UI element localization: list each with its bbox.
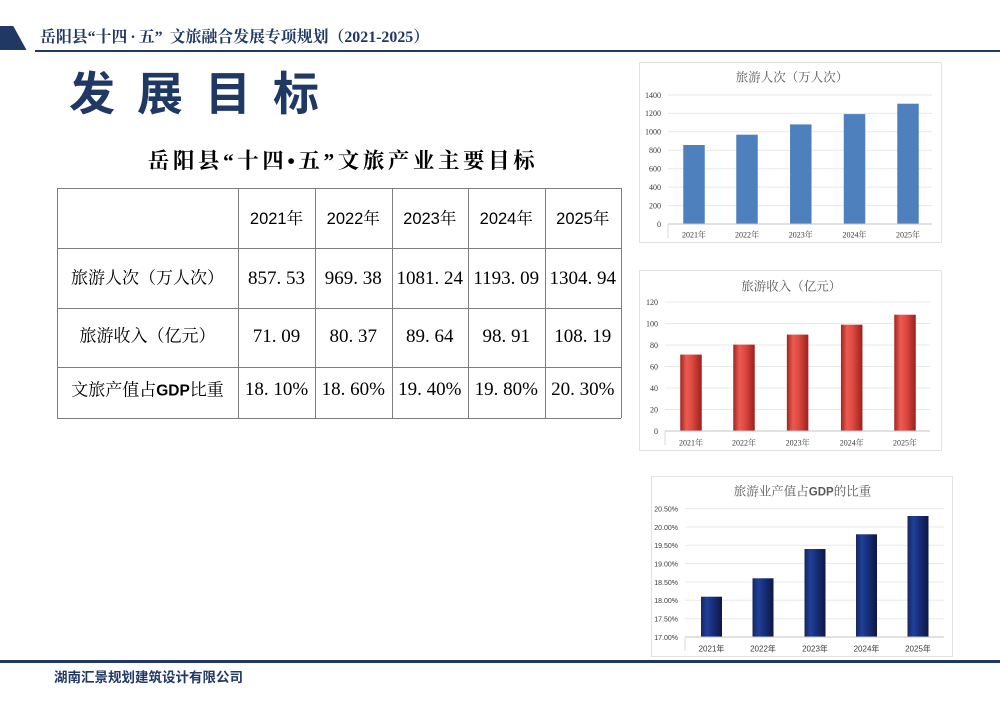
svg-text:18.50%: 18.50% [654,580,678,587]
svg-text:1000: 1000 [645,128,661,137]
svg-text:20.50%: 20.50% [654,506,678,513]
svg-text:2025年: 2025年 [896,230,920,240]
svg-text:18.00%: 18.00% [654,598,678,605]
svg-text:0: 0 [654,427,658,436]
svg-text:100: 100 [646,319,658,328]
svg-text:60: 60 [650,362,658,371]
svg-text:17.50%: 17.50% [654,617,678,624]
svg-text:1400: 1400 [645,91,661,100]
svg-text:400: 400 [649,183,661,192]
svg-text:19.00%: 19.00% [654,561,678,568]
svg-text:2024年: 2024年 [843,230,867,240]
svg-text:120: 120 [646,298,658,307]
svg-text:2021年: 2021年 [699,644,725,654]
svg-text:2022年: 2022年 [735,230,759,240]
svg-text:2022年: 2022年 [750,644,776,654]
svg-text:17.00%: 17.00% [654,635,678,642]
svg-text:2024年: 2024年 [840,438,864,448]
svg-text:20.00%: 20.00% [654,525,678,532]
svg-text:2022年: 2022年 [732,438,756,448]
svg-text:0: 0 [657,220,661,229]
svg-text:2025年: 2025年 [905,644,931,654]
svg-text:2021年: 2021年 [682,230,706,240]
svg-text:旅游人次（万人次）: 旅游人次（万人次） [736,70,849,85]
svg-text:200: 200 [649,201,661,210]
svg-text:2024年: 2024年 [854,644,880,654]
svg-text:2023年: 2023年 [802,644,828,654]
svg-text:2021年: 2021年 [679,438,703,448]
svg-text:20: 20 [650,405,658,414]
svg-text:2025年: 2025年 [893,438,917,448]
svg-text:1200: 1200 [645,109,661,118]
svg-text:800: 800 [649,146,661,155]
svg-text:600: 600 [649,165,661,174]
svg-text:2023年: 2023年 [786,438,810,448]
svg-text:80: 80 [650,341,658,350]
svg-text:2023年: 2023年 [789,230,813,240]
svg-text:19.50%: 19.50% [654,543,678,550]
svg-text:40: 40 [650,384,658,393]
svg-text:旅游收入（亿元）: 旅游收入（亿元） [741,279,841,294]
svg-text:旅游业产值占GDP的比重: 旅游业产值占GDP的比重 [734,484,871,499]
